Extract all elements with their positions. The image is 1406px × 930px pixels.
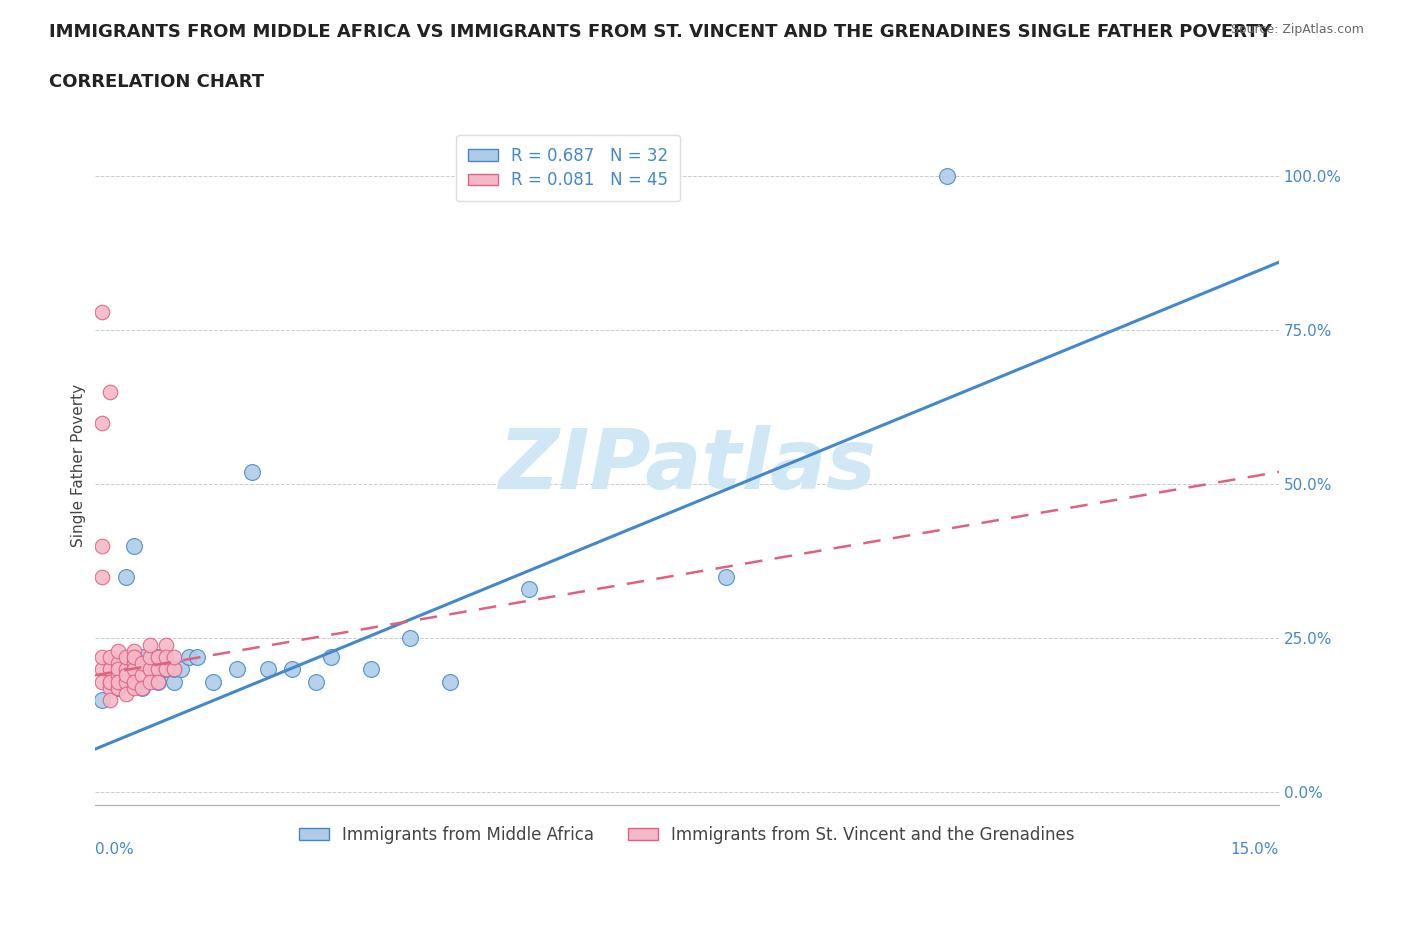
Point bbox=[98, 674, 121, 689]
Text: CORRELATION CHART: CORRELATION CHART bbox=[49, 73, 264, 90]
Point bbox=[107, 644, 129, 658]
Point bbox=[186, 649, 208, 664]
Point bbox=[91, 304, 114, 319]
Point bbox=[139, 649, 162, 664]
Point bbox=[281, 662, 304, 677]
Point bbox=[162, 662, 184, 677]
Point bbox=[139, 662, 162, 677]
Point bbox=[139, 637, 162, 652]
Point bbox=[146, 649, 169, 664]
Point bbox=[146, 674, 169, 689]
Point bbox=[399, 631, 422, 645]
Point bbox=[115, 662, 138, 677]
Point bbox=[107, 662, 129, 677]
Point bbox=[115, 662, 138, 677]
Point bbox=[115, 674, 138, 689]
Point bbox=[98, 674, 121, 689]
Point bbox=[146, 649, 169, 664]
Point bbox=[122, 649, 145, 664]
Point bbox=[115, 649, 138, 664]
Legend: Immigrants from Middle Africa, Immigrants from St. Vincent and the Grenadines: Immigrants from Middle Africa, Immigrant… bbox=[292, 819, 1081, 851]
Point bbox=[107, 656, 129, 671]
Point bbox=[115, 668, 138, 683]
Point bbox=[91, 569, 114, 584]
Text: 15.0%: 15.0% bbox=[1230, 843, 1279, 857]
Point bbox=[146, 674, 169, 689]
Point bbox=[139, 662, 162, 677]
Text: IMMIGRANTS FROM MIDDLE AFRICA VS IMMIGRANTS FROM ST. VINCENT AND THE GRENADINES : IMMIGRANTS FROM MIDDLE AFRICA VS IMMIGRA… bbox=[49, 23, 1272, 41]
Point bbox=[98, 384, 121, 399]
Point bbox=[139, 674, 162, 689]
Point bbox=[517, 581, 540, 596]
Point bbox=[107, 680, 129, 695]
Point bbox=[122, 656, 145, 671]
Point bbox=[98, 693, 121, 708]
Point bbox=[201, 674, 224, 689]
Point bbox=[155, 649, 177, 664]
Point bbox=[170, 662, 193, 677]
Point bbox=[131, 680, 153, 695]
Point bbox=[107, 680, 129, 695]
Point bbox=[122, 662, 145, 677]
Point bbox=[98, 680, 121, 695]
Point bbox=[91, 415, 114, 430]
Point bbox=[162, 649, 184, 664]
Point bbox=[716, 569, 738, 584]
Point bbox=[139, 662, 162, 677]
Point bbox=[155, 637, 177, 652]
Point bbox=[225, 662, 247, 677]
Point bbox=[155, 662, 177, 677]
Point bbox=[91, 662, 114, 677]
Point bbox=[257, 662, 280, 677]
Point bbox=[98, 649, 121, 664]
Point bbox=[91, 649, 114, 664]
Point bbox=[131, 680, 153, 695]
Y-axis label: Single Father Poverty: Single Father Poverty bbox=[72, 384, 86, 547]
Point bbox=[115, 569, 138, 584]
Text: Source: ZipAtlas.com: Source: ZipAtlas.com bbox=[1230, 23, 1364, 36]
Point bbox=[122, 680, 145, 695]
Point bbox=[122, 644, 145, 658]
Point bbox=[131, 656, 153, 671]
Point bbox=[122, 538, 145, 553]
Point bbox=[122, 649, 145, 664]
Point bbox=[162, 662, 184, 677]
Point bbox=[242, 464, 264, 479]
Point bbox=[131, 668, 153, 683]
Point bbox=[107, 668, 129, 683]
Text: ZIPatlas: ZIPatlas bbox=[498, 425, 876, 506]
Point bbox=[155, 662, 177, 677]
Point bbox=[360, 662, 382, 677]
Point bbox=[91, 693, 114, 708]
Point bbox=[115, 686, 138, 701]
Point bbox=[107, 674, 129, 689]
Point bbox=[131, 649, 153, 664]
Point bbox=[439, 674, 461, 689]
Point bbox=[146, 662, 169, 677]
Point bbox=[91, 674, 114, 689]
Point bbox=[91, 538, 114, 553]
Point bbox=[179, 649, 201, 664]
Point bbox=[936, 168, 959, 183]
Point bbox=[321, 649, 343, 664]
Text: 0.0%: 0.0% bbox=[94, 843, 134, 857]
Point bbox=[162, 674, 184, 689]
Point bbox=[122, 674, 145, 689]
Point bbox=[98, 662, 121, 677]
Point bbox=[305, 674, 328, 689]
